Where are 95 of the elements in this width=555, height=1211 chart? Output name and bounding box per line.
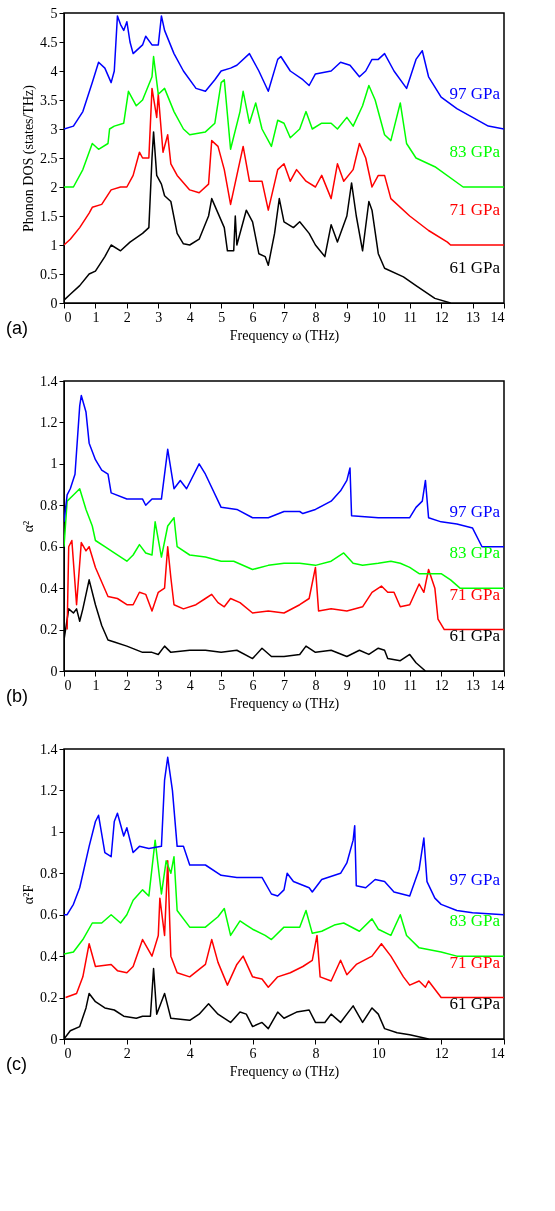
x-tick-label: 1 — [92, 677, 100, 693]
x-tick-label: 6 — [249, 677, 257, 693]
y-tick-label: 0.8 — [40, 497, 58, 513]
y-tick-label: 1.5 — [40, 208, 58, 224]
series-label: 71 GPa — [449, 952, 501, 972]
text: 61 GPa — [449, 626, 501, 645]
x-tick-label: 5 — [218, 309, 226, 325]
y-tick-label: 1.4 — [40, 741, 58, 757]
y-tick-label: 1 — [50, 824, 58, 840]
y-axis-title: Phonon DOS (states/THz) — [21, 84, 37, 232]
x-tick-label: 2 — [123, 677, 131, 693]
line-series — [64, 394, 504, 548]
x-tick-label: 2 — [123, 1045, 131, 1061]
x-tick-label: 8 — [312, 309, 320, 325]
line-series — [66, 539, 504, 631]
y-tick-label: 0.8 — [40, 865, 58, 881]
y-tick-label: 0.2 — [40, 990, 58, 1006]
y-tick-label: 0.4 — [40, 580, 58, 596]
line-series — [64, 860, 504, 999]
y-axis-title: α²F — [21, 884, 36, 905]
x-tick-label: 9 — [343, 677, 351, 693]
line-series — [64, 15, 504, 130]
y-tick-label: 1.4 — [40, 373, 58, 389]
x-tick-label: 4 — [186, 309, 194, 325]
y-tick-label: 3.5 — [40, 92, 58, 108]
series-label: 61 GPa — [449, 994, 501, 1013]
x-tick-label: 1 — [92, 309, 100, 325]
y-tick-label: 0.6 — [40, 907, 58, 923]
y-tick-label: 0 — [50, 295, 58, 311]
x-axis-title: Frequency ω (THz) — [229, 695, 340, 712]
x-tick-label: 12 — [434, 309, 449, 325]
y-axis-title: α² — [21, 520, 36, 533]
x-tick-label: 9 — [343, 309, 351, 325]
y-tick-label: 3 — [50, 121, 58, 137]
x-tick-label: 0 — [64, 677, 72, 693]
x-tick-label: 13 — [466, 309, 481, 325]
x-tick-label: 10 — [371, 1045, 386, 1061]
y-tick-label: 0 — [50, 663, 58, 679]
x-tick-label: 12 — [434, 1045, 449, 1061]
series-label: 71 GPa — [449, 584, 501, 604]
line-series — [64, 87, 504, 246]
y-tick-label: 5 — [50, 5, 58, 21]
text: (c) — [6, 1054, 27, 1074]
x-axis-title: Frequency ω (THz) — [229, 1063, 340, 1080]
series-label: 83 GPa — [449, 911, 501, 931]
x-tick-label: 12 — [434, 677, 449, 693]
y-tick-label: 0.4 — [40, 948, 58, 964]
x-tick-label: 11 — [403, 677, 417, 693]
y-tick-label: 0 — [50, 1031, 58, 1047]
y-tick-label: 4 — [50, 63, 58, 79]
y-tick-label: 0.5 — [40, 266, 58, 282]
x-tick-label: 14 — [490, 309, 505, 325]
x-tick-label: 3 — [155, 309, 163, 325]
x-tick-label: 0 — [64, 1045, 72, 1061]
x-axis-title: Frequency ω (THz) — [229, 327, 340, 344]
y-tick-label: 0.2 — [40, 622, 58, 638]
series-label: 61 GPa — [449, 258, 501, 277]
text: (a) — [6, 318, 28, 338]
y-tick-label: 2 — [50, 179, 58, 195]
x-tick-label: 6 — [249, 309, 257, 325]
x-tick-label: 7 — [281, 677, 288, 693]
x-tick-label: 3 — [155, 677, 163, 693]
series-label: 97 GPa — [449, 84, 501, 103]
y-tick-label: 4.5 — [40, 34, 58, 50]
x-tick-label: 11 — [403, 309, 417, 325]
x-tick-label: 14 — [490, 1045, 505, 1061]
x-tick-label: 10 — [371, 677, 386, 693]
x-tick-label: 2 — [123, 309, 131, 325]
y-tick-label: 0.6 — [40, 539, 58, 555]
series-label: 83 GPa — [449, 142, 501, 161]
x-tick-label: 14 — [490, 677, 505, 693]
x-tick-label: 7 — [281, 309, 288, 325]
y-tick-label: 1.2 — [40, 782, 58, 798]
series-label: 97 GPa — [449, 501, 501, 521]
y-tick-label: 1.2 — [40, 414, 58, 430]
x-tick-label: 10 — [371, 309, 386, 325]
text: (b) — [6, 686, 28, 706]
line-series — [64, 487, 504, 589]
x-tick-label: 8 — [312, 1045, 320, 1061]
line-series — [64, 756, 504, 916]
y-tick-label: 2.5 — [40, 150, 58, 166]
x-tick-label: 4 — [186, 677, 194, 693]
x-tick-label: 8 — [312, 677, 320, 693]
line-series — [64, 55, 504, 188]
x-tick-label: 6 — [249, 1045, 257, 1061]
series-label: 97 GPa — [449, 869, 501, 889]
y-tick-label: 1 — [50, 237, 58, 253]
x-tick-label: 0 — [64, 309, 72, 325]
series-label: 71 GPa — [449, 200, 501, 219]
x-tick-label: 5 — [218, 677, 226, 693]
x-tick-label: 4 — [186, 1045, 194, 1061]
line-series — [64, 839, 504, 957]
x-tick-label: 13 — [466, 677, 481, 693]
series-label: 83 GPa — [449, 543, 501, 563]
y-tick-label: 1 — [50, 456, 58, 472]
